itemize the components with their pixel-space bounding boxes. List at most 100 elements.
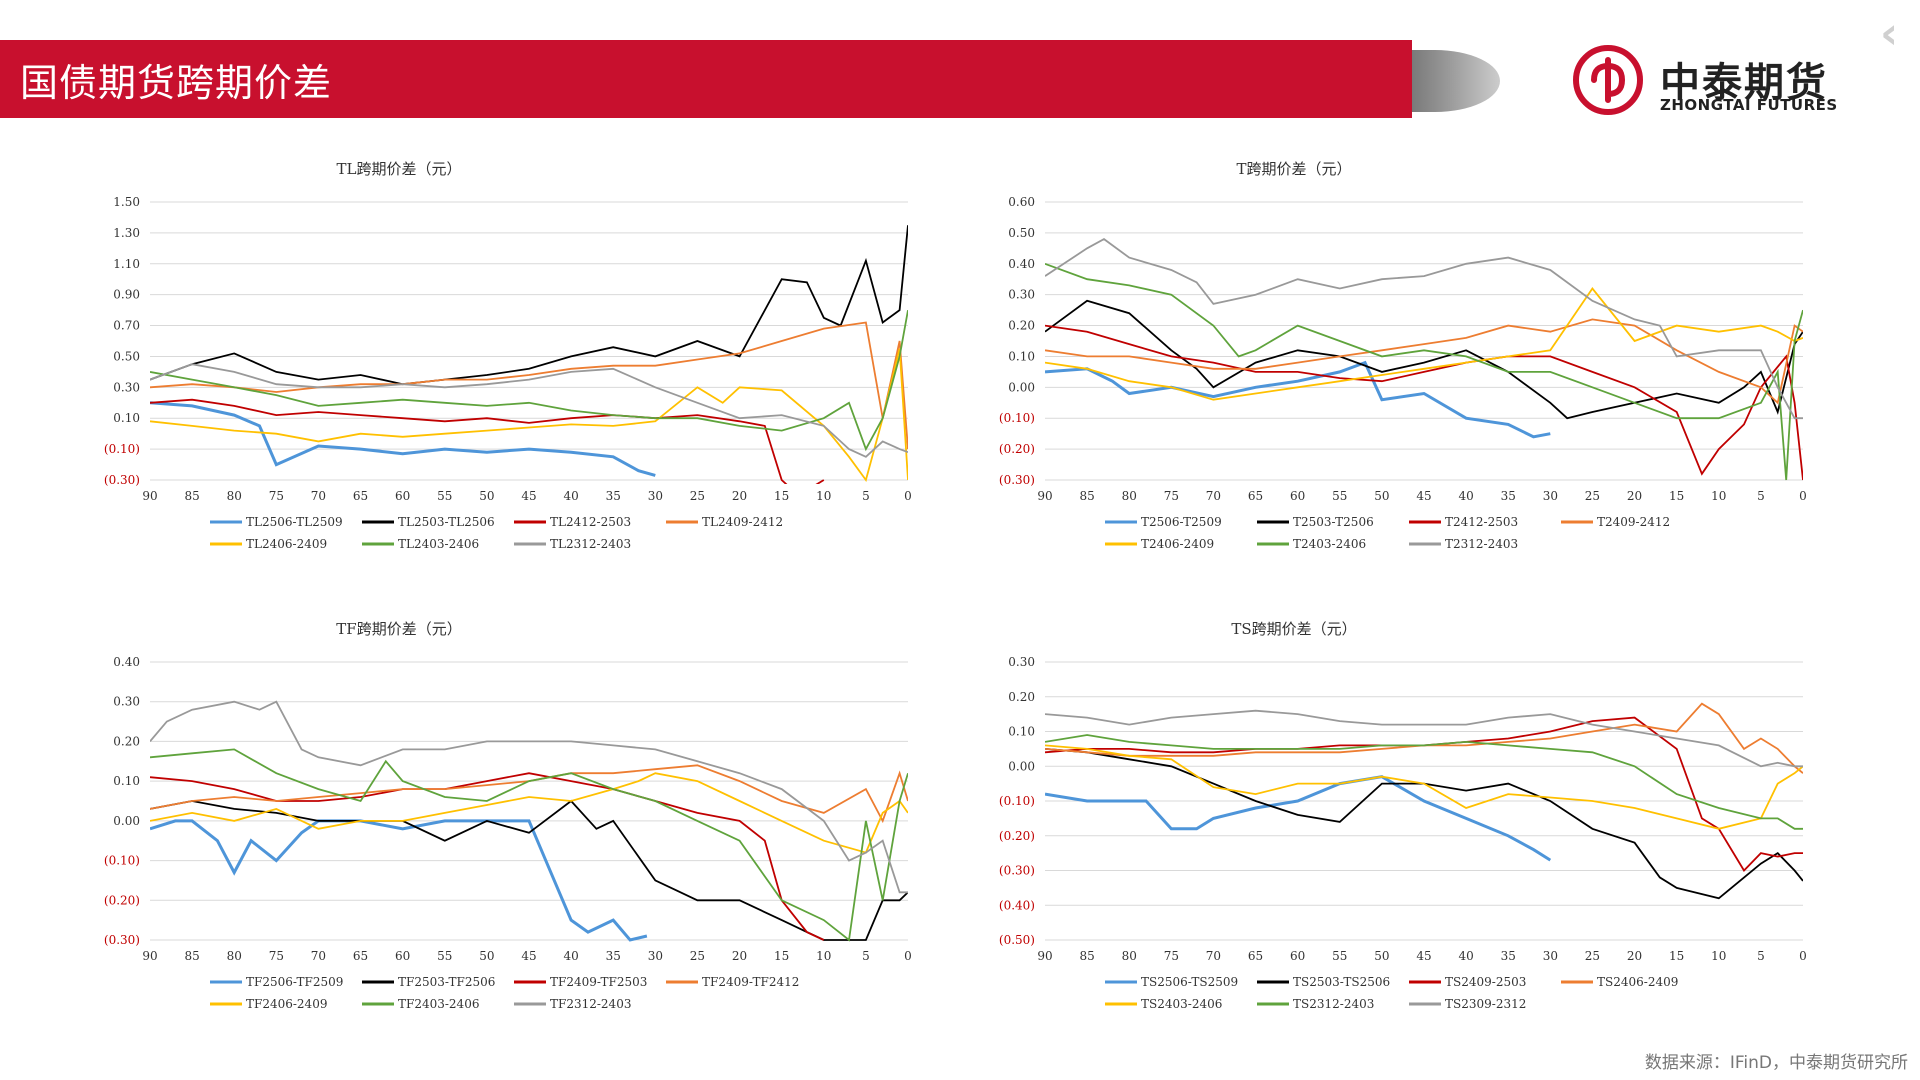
chart-t-svg: T跨期价差（元） 0.60 0.50 0.40 0.30 0.20 0.10 0.00 (0.1…: [999, 160, 1807, 551]
series-line-tf2503-tf2506: [150, 799, 908, 941]
y-tick-label: 0.00: [113, 814, 140, 828]
series-line-tf2403-2406: [150, 748, 908, 942]
legend-label: TL2412-2503: [550, 515, 631, 529]
x-tick-label: 90: [1037, 949, 1052, 963]
chart-tf-svg: TF跨期价差（元） 0.40 0.30 0.20 0.10 0.00 (0.10) (0.20…: [104, 620, 912, 1011]
y-tick-label: (0.20): [104, 893, 140, 907]
chart-title: T跨期价差（元）: [1236, 160, 1351, 178]
x-tick-label: 20: [732, 489, 747, 503]
logo-cn-text: 中泰期货: [1660, 60, 1828, 106]
series-line-tl2503-tl2506: [150, 225, 908, 386]
y-tick-label: 0.10: [113, 411, 140, 425]
chart-ts-spread: TS跨期价差（元） 0.30 0.20 0.10 0.00 (0.10) (0.20) (0.…: [995, 610, 1815, 1030]
legend-label: TL2409-2412: [702, 515, 783, 529]
y-tick-label: 0.40: [113, 655, 140, 669]
y-tick-label: 0.30: [113, 380, 140, 394]
x-tick-label: 70: [311, 489, 326, 503]
series-line-tl2406-2409: [150, 348, 908, 483]
legend-label: TL2406-2409: [246, 537, 327, 551]
x-tick-label: 35: [606, 949, 621, 963]
y-tick-label: 0.00: [1008, 380, 1035, 394]
x-tick-label: 85: [184, 949, 199, 963]
x-tick-label: 20: [732, 949, 747, 963]
y-tick-label: 0.10: [113, 774, 140, 788]
legend-label: TF2409-TF2503: [550, 975, 647, 989]
series-line-tl2312-2403: [150, 363, 908, 458]
chart-tf-spread: TF跨期价差（元） 0.40 0.30 0.20 0.10 0.00 (0.10) (0.20…: [100, 610, 920, 1030]
y-tick-label: 0.20: [1008, 319, 1035, 333]
legend-label: TL2312-2403: [550, 537, 631, 551]
x-tick-label: 50: [479, 949, 494, 963]
series-line-tf2406-2409: [150, 772, 908, 854]
y-tick-label: 0.10: [1008, 725, 1035, 739]
y-tick-label: (0.30): [999, 864, 1035, 878]
x-tick-label: 30: [1543, 949, 1558, 963]
series-line-tf2312-2403: [150, 700, 908, 894]
x-tick-label: 85: [1079, 949, 1094, 963]
series-line-tl2403-2406: [150, 309, 908, 452]
legend-label: TS2312-2403: [1293, 997, 1374, 1011]
y-tick-label: 0.30: [113, 695, 140, 709]
chevron-left-icon[interactable]: ‹: [1880, 8, 1899, 59]
legend-label: TL2506-TL2509: [246, 515, 343, 529]
y-tick-label: (0.50): [999, 933, 1035, 947]
series-line-t2406-2409: [1045, 286, 1803, 401]
y-tick-label: (0.40): [999, 898, 1035, 912]
y-tick-label: (0.30): [104, 933, 140, 947]
y-tick-label: 0.10: [1008, 349, 1035, 363]
x-tick-label: 80: [227, 489, 242, 503]
legend-label: T2409-2412: [1597, 515, 1670, 529]
x-tick-label: 5: [1757, 489, 1765, 503]
x-tick-label: 65: [353, 949, 368, 963]
x-tick-label: 70: [1206, 949, 1221, 963]
x-tick-label: 20: [1627, 489, 1642, 503]
series-line-tl2506-tl2509: [150, 401, 656, 477]
x-tick-label: 35: [1501, 949, 1516, 963]
x-tick-label: 40: [1458, 489, 1473, 503]
x-tick-label: 40: [563, 489, 578, 503]
y-tick-label: 1.30: [113, 226, 140, 240]
x-tick-label: 45: [1416, 949, 1431, 963]
series-line-tl2412-2503: [150, 398, 825, 484]
x-tick-label: 80: [227, 949, 242, 963]
x-tick-label: 80: [1122, 489, 1137, 503]
legend-label: TF2406-2409: [246, 997, 327, 1011]
x-tick-label: 45: [1416, 489, 1431, 503]
x-tick-label: 90: [142, 949, 157, 963]
y-tick-label: (0.30): [104, 473, 140, 487]
series-line-ts2506-ts2509: [1045, 775, 1552, 862]
x-tick-label: 45: [521, 949, 536, 963]
x-tick-label: 55: [437, 489, 452, 503]
x-tick-label: 30: [648, 489, 663, 503]
logo-ring-icon: [1573, 45, 1643, 115]
series-line-tl2409-2412: [150, 321, 908, 450]
x-tick-label: 45: [521, 489, 536, 503]
x-tick-label: 30: [1543, 489, 1558, 503]
y-tick-label: 0.40: [1008, 257, 1035, 271]
x-tick-label: 55: [1332, 949, 1347, 963]
y-tick-label: (0.10): [999, 411, 1035, 425]
y-tick-label: (0.10): [104, 442, 140, 456]
x-tick-label: 10: [1711, 489, 1726, 503]
x-tick-label: 85: [1079, 489, 1094, 503]
zhongtai-logo: [1573, 45, 1643, 115]
x-tick-label: 60: [395, 489, 410, 503]
logo-en-text: ZHONGTAI FUTURES: [1660, 96, 1838, 114]
legend-label: T2406-2409: [1141, 537, 1214, 551]
logo-mark-icon: [1591, 57, 1626, 103]
x-tick-label: 90: [1037, 489, 1052, 503]
x-tick-label: 10: [1711, 949, 1726, 963]
legend-label: T2506-T2509: [1141, 515, 1222, 529]
y-tick-label: 1.10: [113, 257, 140, 271]
series-line-ts2312-2403: [1045, 734, 1803, 830]
x-tick-label: 5: [1757, 949, 1765, 963]
x-tick-label: 80: [1122, 949, 1137, 963]
x-tick-label: 35: [606, 489, 621, 503]
chart-title: TS跨期价差（元）: [1231, 620, 1356, 638]
y-tick-label: 0.30: [1008, 288, 1035, 302]
legend-label: T2312-2403: [1445, 537, 1518, 551]
y-tick-label: (0.20): [999, 829, 1035, 843]
x-tick-label: 0: [904, 489, 912, 503]
x-tick-label: 75: [1164, 949, 1179, 963]
series-line-t2412-2503: [1045, 324, 1803, 481]
